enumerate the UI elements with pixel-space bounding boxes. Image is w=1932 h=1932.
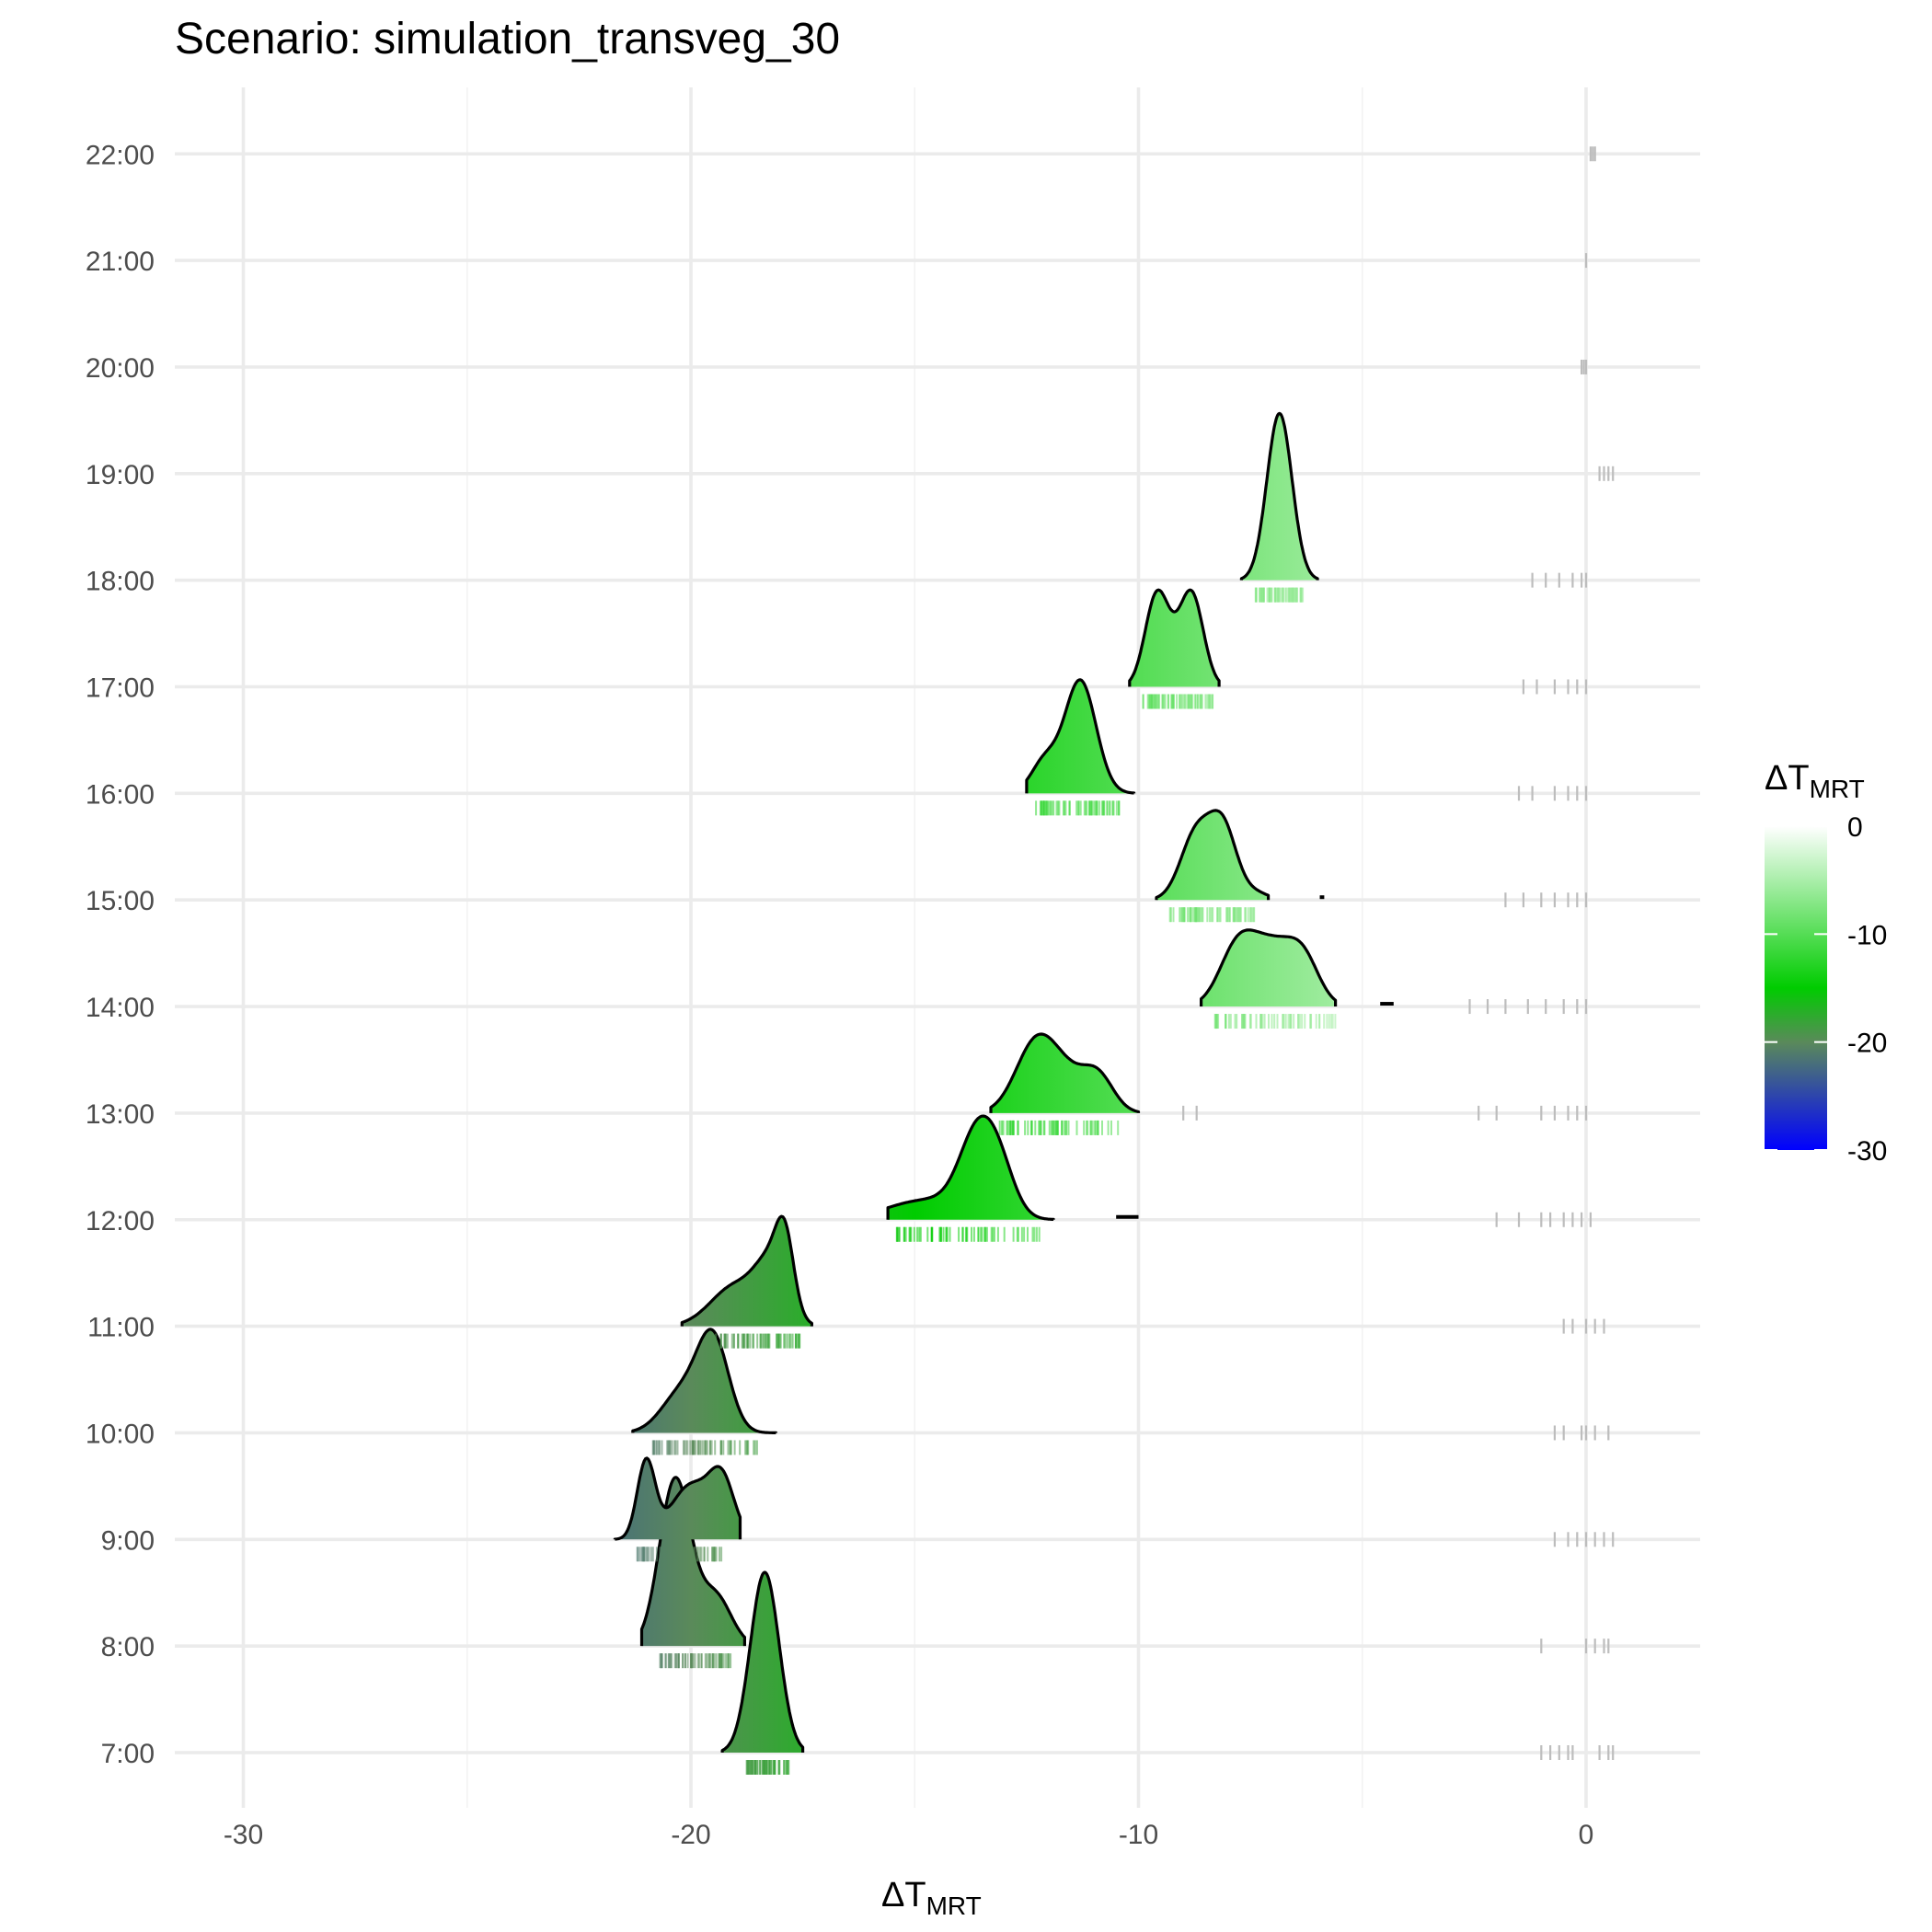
ridge-outline [1200, 928, 1338, 1007]
ridge-fill [1026, 679, 1134, 794]
ridge-outline [613, 1456, 742, 1541]
y-tick-label: 14:00 [86, 993, 155, 1023]
x-axis-title: ΔTMRT [881, 1876, 982, 1920]
y-axis: 7:00 8:00 9:00 10:00 11:00 12:00 13:00 14:00 15:… [86, 140, 155, 1769]
rug-marks [636, 146, 1615, 1775]
ridge-outline [989, 1032, 1141, 1114]
y-tick-label: 22:00 [86, 140, 155, 170]
plot-grid [175, 87, 1700, 1808]
ridge-fill [1201, 929, 1336, 1007]
ridge-outline [1239, 411, 1319, 581]
legend-tick-label: -30 [1847, 1136, 1887, 1167]
y-tick-label: 21:00 [86, 247, 155, 277]
y-tick-label: 18:00 [86, 567, 155, 597]
y-tick-label: 11:00 [87, 1313, 155, 1343]
legend-tick-label: -10 [1847, 920, 1887, 950]
x-tick-label: 0 [1579, 1820, 1594, 1850]
ridge-outline [680, 1214, 813, 1327]
x-axis-title-main: ΔT [881, 1876, 926, 1915]
x-axis-title-sub: MRT [926, 1892, 982, 1920]
ridges [613, 411, 1394, 1753]
ridge-fill [888, 1116, 1054, 1220]
chart-title: Scenario: simulation_transveg_30 [175, 15, 840, 63]
y-tick-label: 16:00 [86, 779, 155, 810]
y-tick-label: 8:00 [101, 1632, 155, 1662]
ridge-outline [1155, 809, 1271, 901]
y-tick-label: 13:00 [86, 1099, 155, 1130]
ridge-fill [991, 1034, 1139, 1113]
ridge-outline [720, 1570, 805, 1753]
ridge-outline [631, 1328, 777, 1434]
y-tick-label: 15:00 [86, 886, 155, 916]
legend-title-main: ΔT [1765, 759, 1810, 798]
ridge-outline [886, 1114, 1055, 1221]
y-tick-label: 7:00 [101, 1739, 155, 1769]
legend-tick-label: -20 [1847, 1029, 1887, 1059]
y-tick-label: 20:00 [86, 353, 155, 384]
ridge-fill [632, 1328, 776, 1433]
y-tick-label: 10:00 [86, 1419, 155, 1449]
x-axis: -30 -20 -10 0 [224, 1820, 1594, 1850]
x-tick-label: -20 [671, 1820, 710, 1850]
ridge-fill [1241, 413, 1318, 581]
ridge-outline [1025, 678, 1136, 795]
ridge-fill [722, 1572, 803, 1753]
ridge-fill [1129, 590, 1220, 687]
legend-colorbar [1765, 826, 1827, 1150]
legend-title-sub: MRT [1810, 775, 1865, 803]
y-tick-label: 19:00 [86, 460, 155, 490]
ridge-fill [615, 1457, 741, 1540]
x-tick-label: -10 [1119, 1820, 1158, 1850]
y-tick-label: 9:00 [101, 1525, 155, 1556]
y-tick-label: 17:00 [86, 673, 155, 704]
legend-tick-label: 0 [1847, 812, 1863, 843]
ridge-fill [1156, 810, 1269, 901]
x-tick-label: -30 [224, 1820, 263, 1850]
legend: ΔTMRT 0 -10 -20 -30 [1765, 759, 1887, 1167]
legend-title: ΔTMRT [1765, 759, 1865, 803]
y-tick-label: 12:00 [86, 1206, 155, 1236]
ridge-outline [1128, 588, 1221, 687]
legend-ticks: 0 -10 -20 -30 [1765, 812, 1887, 1167]
ridge-outline [639, 1476, 746, 1647]
